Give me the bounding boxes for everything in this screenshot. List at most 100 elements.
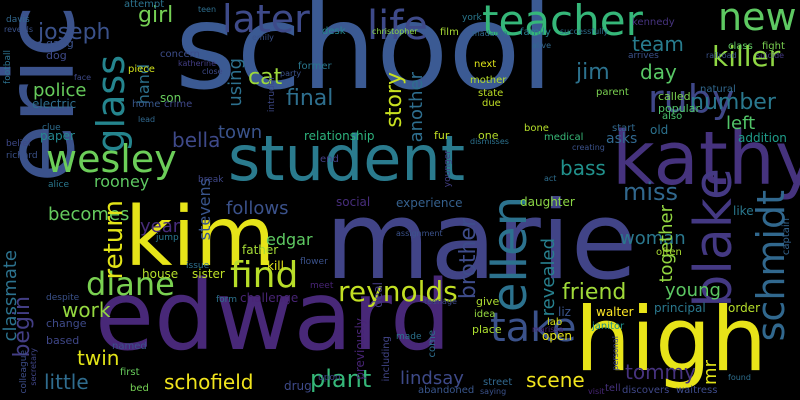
word-parent: parent [596,87,629,98]
word-drug: drug [284,379,312,393]
word-including: including [381,336,392,382]
word-left: left [726,113,756,134]
word-next: next [474,59,497,70]
word-edgar: edgar [266,230,313,249]
word-town: town [218,122,263,143]
word-assignment: assignment [396,229,443,238]
word-old: old [650,123,669,137]
word-paper: paper [40,129,75,143]
word-colleague: colleague [19,350,29,394]
word-former: former [298,61,332,72]
word-work: work [62,298,111,322]
word-popular: popular [658,102,700,115]
word-first: first [120,367,140,378]
word-waitress: waitress [676,385,718,396]
word-another: another [406,72,427,143]
word-railroad: railroad [706,51,737,60]
word-jump: jump [156,233,179,243]
word-previously: previously [353,318,367,380]
word-student: student [228,122,466,195]
word-experience: experience [396,196,463,210]
word-ruby: ruby [648,77,735,121]
word-change: change [46,317,87,330]
word-new: new [718,0,797,39]
word-also: also [662,111,683,122]
word-brother: brother [456,218,481,300]
word-medical: medical [544,132,584,143]
word-often: often [656,247,682,258]
word-give: give [476,295,500,308]
word-jim: jim [576,60,610,85]
word-sister: sister [192,267,225,281]
word-daughter: daughter [520,195,575,209]
word-teenage: teenage [424,297,457,306]
word-number: number [690,90,776,115]
word-walter: walter [596,305,634,319]
word-found: found [728,373,751,382]
word-woman: woman [620,228,686,249]
word-upon: upon [318,373,341,383]
word-state: state [478,88,504,99]
word-younger: younger [443,150,453,188]
word-classmate: classmate [0,250,21,342]
word-using: using [225,58,246,107]
word-end: end [320,154,339,165]
word-father: father [242,243,279,257]
word-teen: teen [198,5,217,14]
word-team: team [632,32,684,56]
word-liz: liz [558,305,571,319]
word-becomes: becomes [48,204,130,225]
word-reynolds: reynolds [338,275,458,308]
word-schofield: schofield [164,370,254,394]
word-open: open [542,329,572,343]
word-lindsay: lindsay [400,368,464,389]
word-called: called [658,90,691,103]
word-high: high [575,288,767,391]
word-kill: kill [267,259,284,273]
word-bed: bed [130,383,149,394]
word-glass: glass [89,55,133,153]
word-young: young [665,280,721,301]
word-katherine: katherine [178,59,217,68]
word-story: story [382,72,407,128]
word-house: house [142,267,179,281]
word-kathy: kathy [612,116,800,202]
word-tell: tell [605,383,621,394]
word-little: little [44,370,89,394]
word-bella: bella [172,128,221,152]
word-close: close [202,67,223,76]
word-piece: piece [128,64,155,75]
word-follows: follows [226,198,289,219]
word-lab: lab [547,317,563,328]
word-challenge: challenge [240,291,299,305]
word-home: home [132,99,161,110]
word-discovers: discovers [622,385,670,396]
word-killer: killer [712,40,781,73]
word-captain: captain [781,218,792,256]
word-bone: bone [524,123,549,134]
word-fur: fur [434,129,450,142]
word-revealed: revealed [538,238,559,317]
word-york: york [462,13,482,23]
word-act: act [544,174,557,183]
word-richard: richard [6,151,38,161]
word-son: son [160,91,182,105]
word-alice: alice [48,180,70,190]
word-later: later [222,0,310,41]
word-marie: marie [325,179,638,304]
word-suicide: suicide [756,51,785,60]
word-kennedy: kennedy [632,17,675,28]
word-wesley: wesley [46,137,177,181]
word-electric: electric [32,97,77,111]
word-girl: girl [138,3,174,28]
word-desk: desk [322,26,346,37]
word-meet: meet [310,281,334,291]
word-class: class [728,41,753,52]
word-scene: scene [526,368,585,392]
word-order: order [728,301,760,315]
word-year: year [140,216,181,237]
word-belief: belief [6,139,31,149]
word-addition: addition [738,131,787,145]
word-saying: saying [480,387,507,396]
